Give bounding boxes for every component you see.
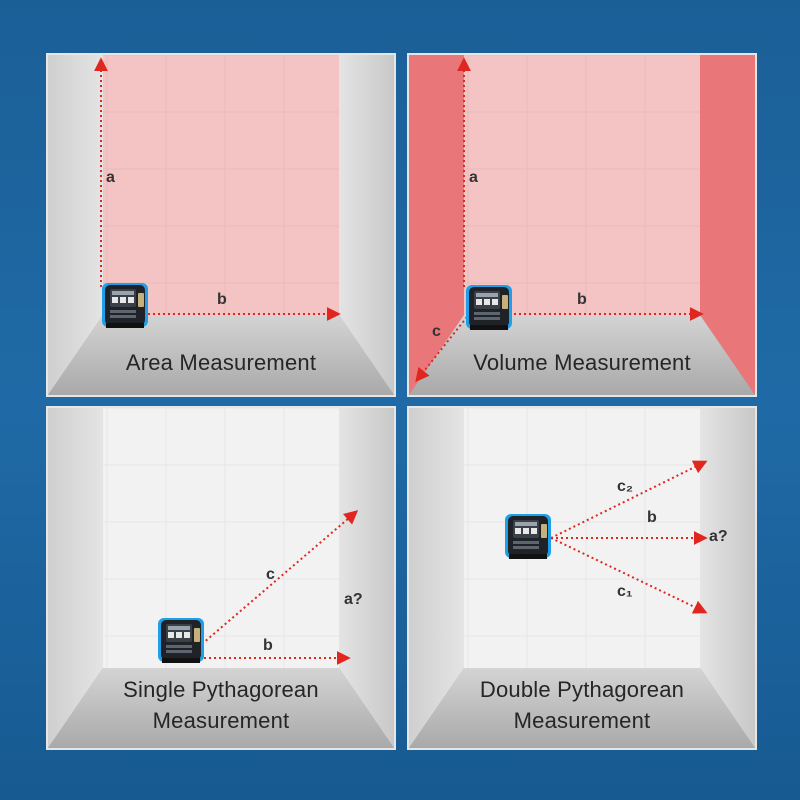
caption-line-1: Double Pythagorean [479, 677, 685, 702]
caption-line: Area Measurement [125, 350, 317, 375]
double-pythagorean-room-illustration [409, 408, 755, 748]
panel-area-measurement: a b Area Measurement [48, 55, 394, 395]
panel-double-pythagorean: c₂ b a? c₁ Double Pythagorean Measuremen… [409, 408, 755, 748]
label-a: a [106, 169, 115, 186]
laser-tape-measure-icon [102, 283, 148, 328]
laser-tape-measure-icon [158, 618, 204, 663]
laser-tape-measure-icon [505, 514, 551, 559]
caption: Area Measurement [48, 347, 394, 378]
laser-tape-measure-icon [466, 285, 512, 330]
panel-volume-measurement: a b c Volume Measurement [409, 55, 755, 395]
caption-line-2: Measurement [152, 708, 290, 733]
caption: Double Pythagorean Measurement [409, 674, 755, 736]
label-b: b [647, 509, 657, 526]
label-a: a? [344, 591, 363, 608]
label-b: b [263, 637, 273, 654]
single-pythagorean-room-illustration [48, 408, 394, 748]
label-c: c [432, 323, 441, 340]
label-b: b [577, 291, 587, 308]
area-room-illustration [48, 55, 394, 395]
caption: Volume Measurement [409, 347, 755, 378]
caption-line-1: Single Pythagorean [123, 677, 319, 702]
label-a: a? [709, 528, 728, 545]
caption-line: Volume Measurement [473, 350, 691, 375]
volume-room-illustration [409, 55, 755, 395]
panel-single-pythagorean: c a? b Single Pythagorean Measurement [48, 408, 394, 748]
caption: Single Pythagorean Measurement [48, 674, 394, 736]
label-b: b [217, 291, 227, 308]
caption-line-2: Measurement [513, 708, 651, 733]
label-c1: c₁ [617, 583, 633, 600]
label-c: c [266, 566, 275, 583]
label-c2: c₂ [617, 478, 634, 495]
label-a: a [469, 169, 478, 186]
